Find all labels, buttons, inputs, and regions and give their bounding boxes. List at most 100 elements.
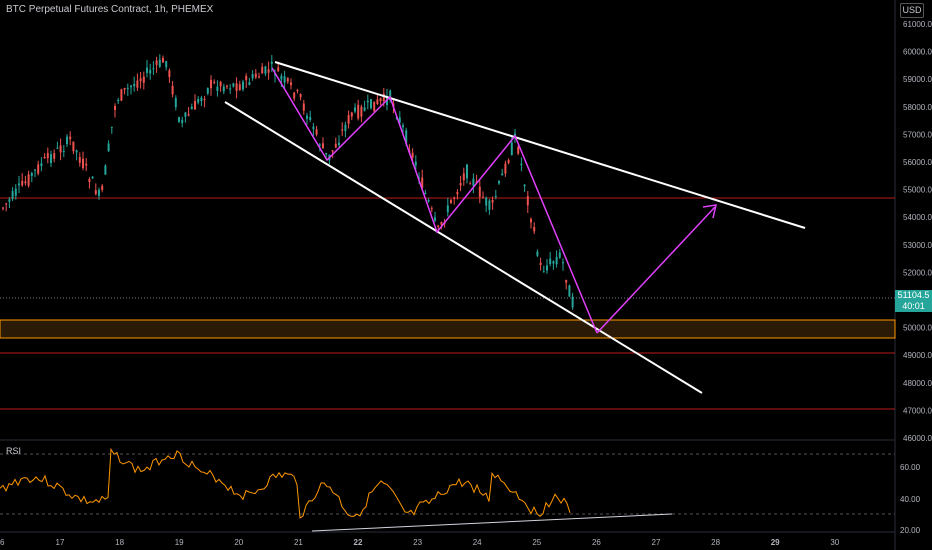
candle-body bbox=[555, 256, 558, 265]
time-tick-label: 21 bbox=[294, 538, 303, 547]
candle-body bbox=[72, 141, 75, 152]
candle-body bbox=[334, 143, 337, 148]
candle-body bbox=[203, 98, 206, 100]
candle-body bbox=[507, 160, 510, 164]
candle-body bbox=[402, 125, 404, 128]
candle-body bbox=[376, 99, 379, 105]
candle-body bbox=[267, 69, 270, 73]
candle-body bbox=[226, 85, 228, 87]
candle-body bbox=[37, 164, 40, 174]
time-tick-label: 20 bbox=[234, 538, 243, 547]
time-tick-label: 23 bbox=[413, 538, 422, 547]
candle-body bbox=[24, 181, 27, 184]
candle-body bbox=[232, 83, 235, 87]
candle-body bbox=[82, 158, 84, 169]
rsi-tick-label: 20.00 bbox=[900, 526, 921, 535]
candle-body bbox=[120, 89, 123, 101]
candle-body bbox=[197, 98, 200, 103]
candle-body bbox=[146, 67, 148, 73]
candle-body bbox=[347, 115, 350, 124]
last-price-tag: 51104.5 40:01 bbox=[895, 290, 932, 312]
rsi-line bbox=[0, 447, 571, 519]
candle-body bbox=[488, 200, 491, 210]
candle-body bbox=[69, 136, 72, 140]
candle-body bbox=[344, 124, 347, 132]
candle-body bbox=[254, 73, 257, 78]
candle-body bbox=[8, 199, 11, 202]
price-tick-label: 47000.0 bbox=[903, 406, 932, 415]
candle-body bbox=[453, 198, 456, 200]
price-tick-label: 56000.0 bbox=[903, 158, 932, 167]
candle-body bbox=[494, 196, 497, 198]
candle-body bbox=[411, 152, 414, 158]
rsi-label: RSI bbox=[6, 446, 22, 456]
candle-body bbox=[235, 83, 238, 91]
candle-body bbox=[302, 103, 305, 111]
price-axis[interactable]: 61000.0 60000.0 59000.0 58000.0 57000.0 56000… bbox=[903, 20, 932, 443]
candle-body bbox=[306, 115, 308, 119]
candle-body bbox=[478, 186, 481, 197]
price-tick-label: 46000.0 bbox=[903, 434, 932, 443]
candle-body bbox=[539, 262, 542, 266]
price-tick-label: 55000.0 bbox=[903, 186, 932, 195]
candle-body bbox=[242, 81, 244, 90]
time-tick-label: 6 bbox=[0, 538, 5, 547]
candle-body bbox=[21, 180, 24, 186]
zigzag-pattern-line[interactable] bbox=[271, 67, 598, 334]
candle-body bbox=[130, 85, 132, 88]
price-tick-label: 54000.0 bbox=[903, 213, 932, 222]
candle-body bbox=[213, 81, 216, 83]
candle-body bbox=[357, 104, 360, 119]
candle-body bbox=[482, 196, 484, 198]
candle-body bbox=[427, 199, 430, 202]
currency-button[interactable]: USD bbox=[900, 3, 924, 18]
candle-body bbox=[430, 208, 433, 210]
candle-body bbox=[136, 80, 139, 88]
time-axis[interactable]: 6 17 18 19 20 21 22 23 24 25 26 27 28 29 30 bbox=[0, 538, 840, 547]
rsi-divergence-trendline[interactable] bbox=[311, 513, 673, 532]
candle-body bbox=[264, 66, 267, 74]
candle-body bbox=[466, 164, 468, 179]
candle-body bbox=[520, 163, 523, 166]
time-tick-label: 22 bbox=[354, 538, 363, 547]
candle-body bbox=[114, 105, 116, 111]
projection-arrow-line[interactable] bbox=[596, 206, 716, 334]
candle-body bbox=[533, 226, 536, 232]
candle-body bbox=[27, 174, 30, 186]
candle-body bbox=[504, 163, 507, 174]
candle-body bbox=[200, 97, 203, 102]
candle-body bbox=[11, 191, 14, 200]
candle-body bbox=[546, 265, 548, 271]
candle-body bbox=[5, 203, 8, 205]
time-tick-label: 25 bbox=[532, 538, 541, 547]
candle-body bbox=[75, 150, 78, 153]
price-tick-label: 48000.0 bbox=[903, 379, 932, 388]
candle-body bbox=[331, 150, 334, 152]
candle-body bbox=[174, 97, 177, 108]
candle-body bbox=[133, 83, 136, 87]
candle-body bbox=[462, 173, 465, 181]
candle-body bbox=[30, 172, 33, 177]
candle-body bbox=[517, 146, 520, 154]
price-tick-label: 59000.0 bbox=[903, 75, 932, 84]
time-tick-label: 29 bbox=[771, 538, 780, 547]
candle-body bbox=[2, 207, 4, 209]
time-tick-label: 30 bbox=[830, 538, 839, 547]
rsi-tick-label: 60.00 bbox=[900, 463, 921, 472]
candle-body bbox=[248, 82, 251, 85]
channel-lower-trendline[interactable] bbox=[224, 101, 703, 394]
candle-body bbox=[149, 69, 152, 74]
candle-body bbox=[283, 76, 286, 83]
candle-body bbox=[354, 107, 356, 112]
channel-upper-trendline[interactable] bbox=[274, 61, 806, 229]
candle-body bbox=[88, 179, 91, 182]
candle-body bbox=[162, 57, 164, 63]
time-tick-label: 26 bbox=[592, 538, 601, 547]
candle-body bbox=[325, 152, 328, 155]
candle-body bbox=[34, 169, 36, 171]
candle-body bbox=[491, 199, 494, 203]
time-tick-label: 19 bbox=[175, 538, 184, 547]
candle-body bbox=[277, 67, 280, 72]
candle-body bbox=[94, 190, 97, 195]
